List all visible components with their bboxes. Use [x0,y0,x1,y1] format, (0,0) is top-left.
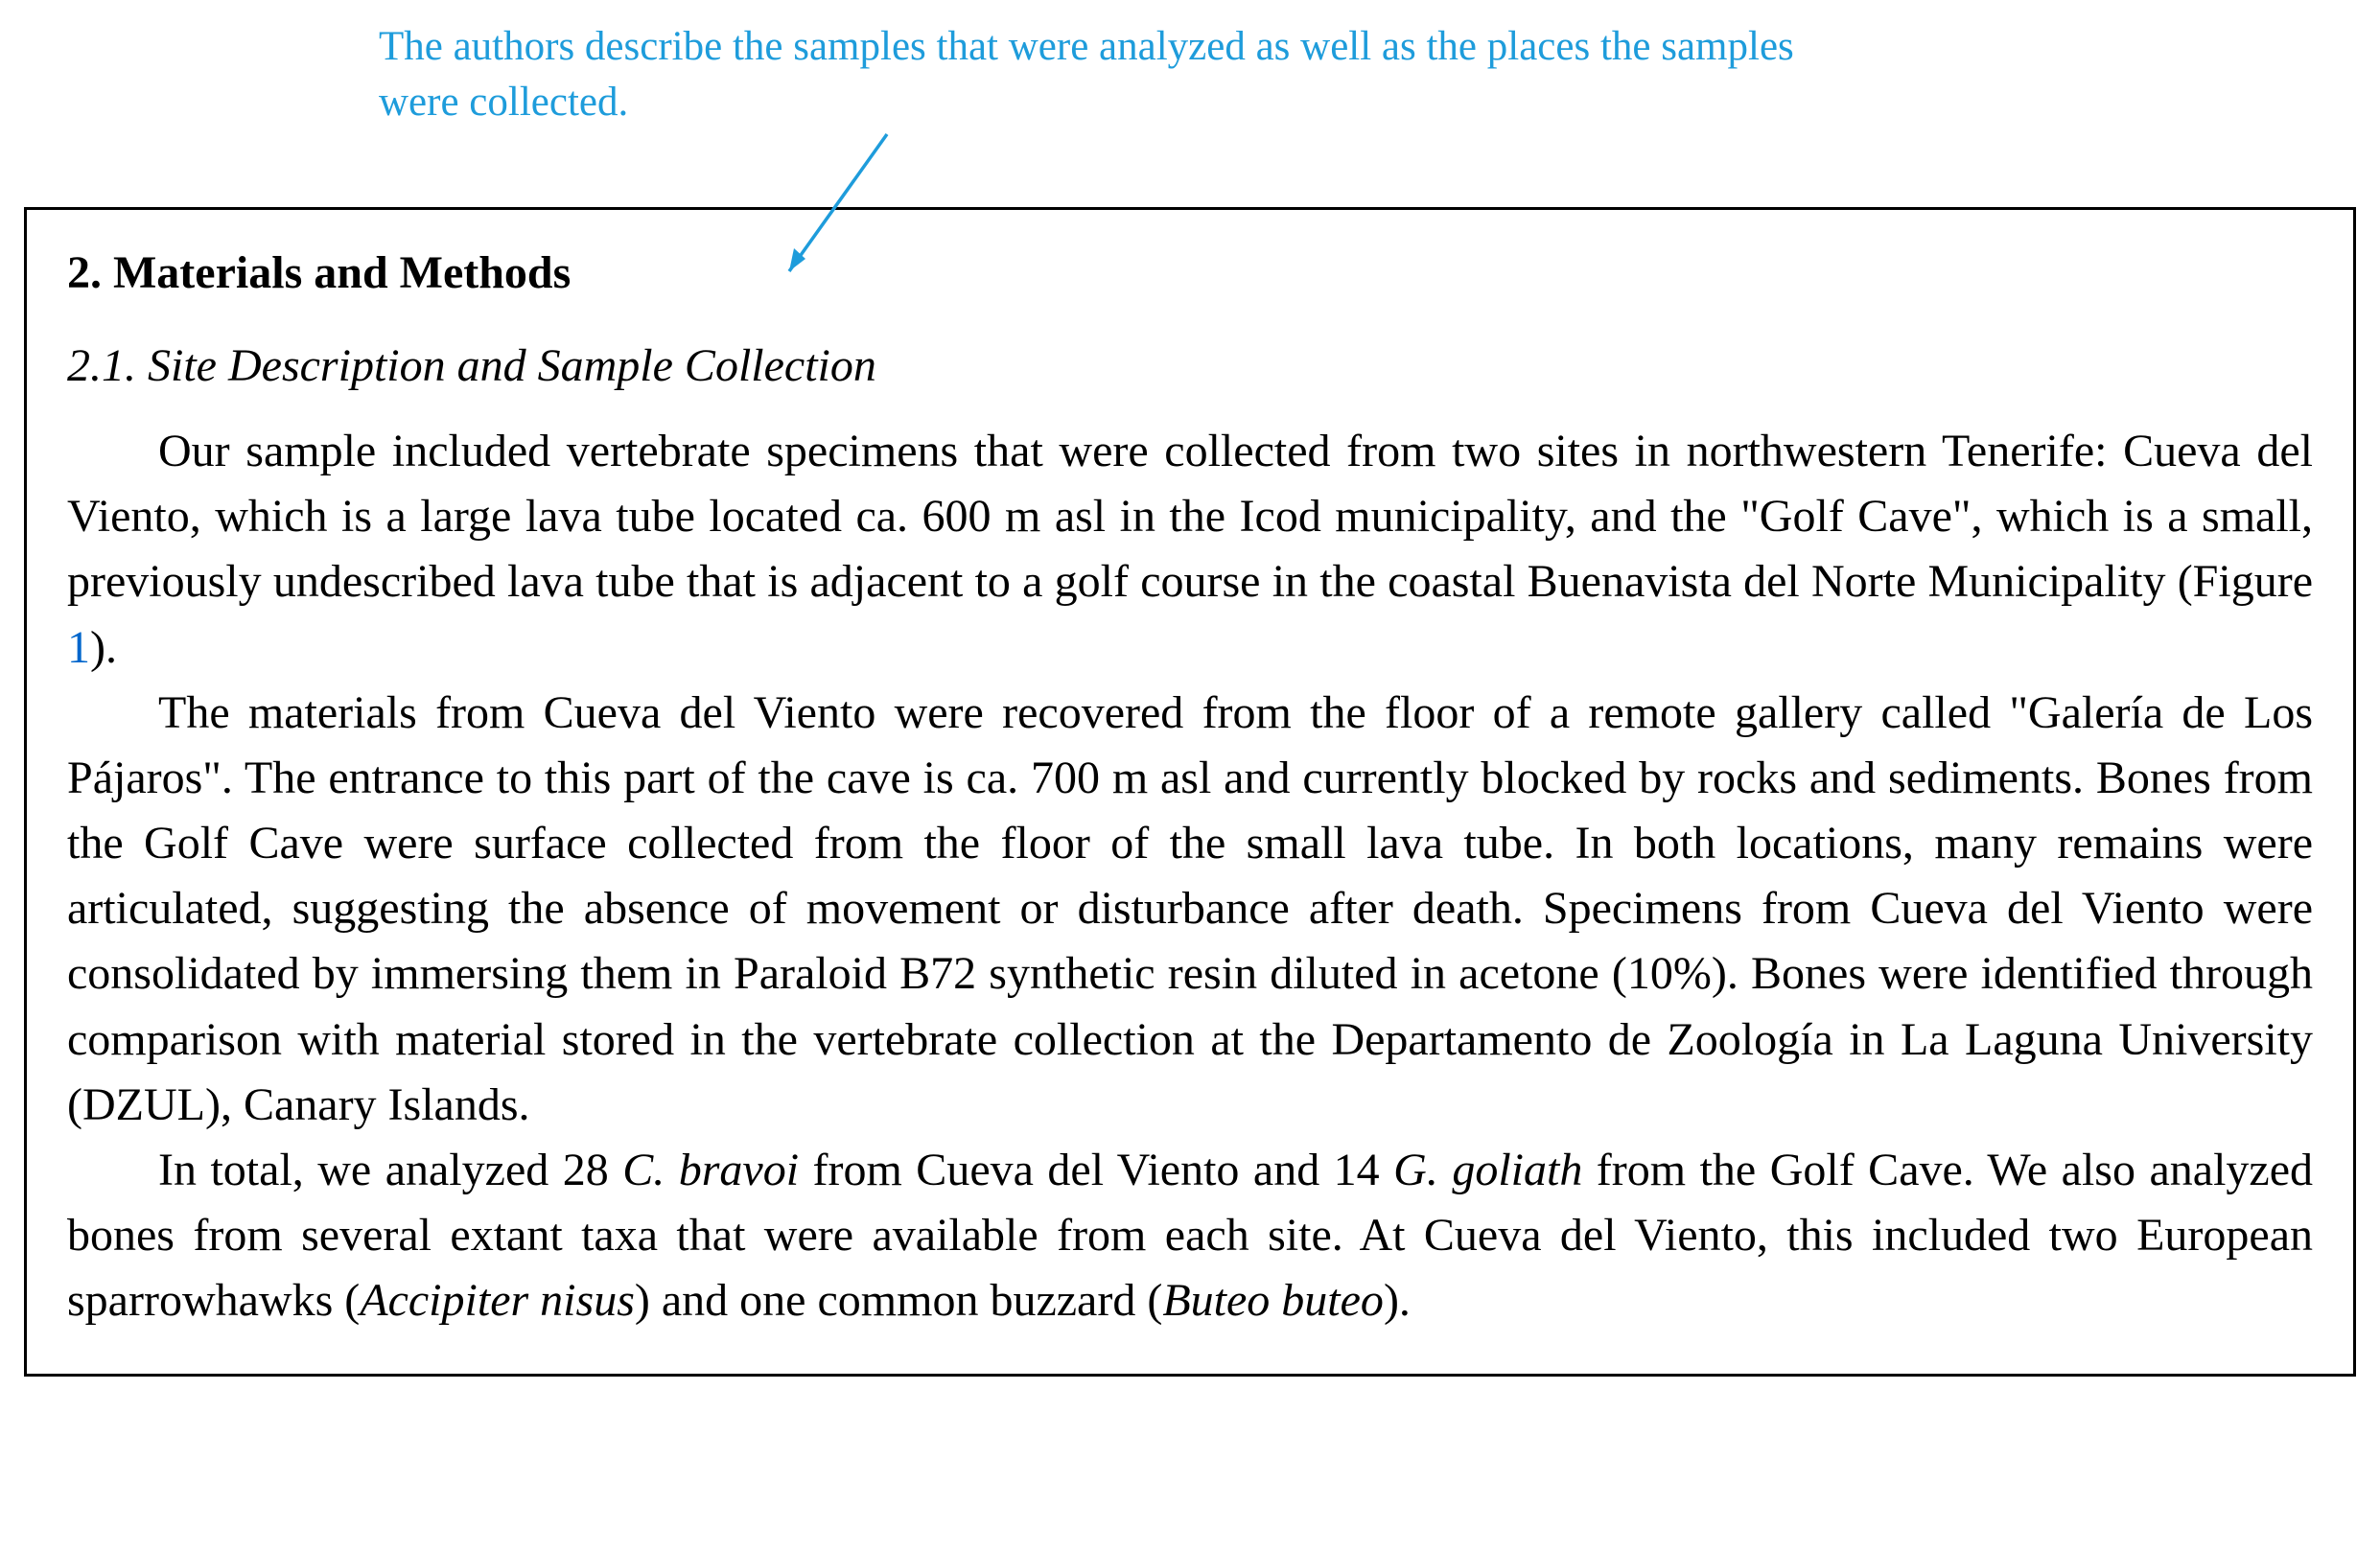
species-name-1: C. bravoi [622,1145,799,1195]
subsection-title: Site Description and Sample Collection [148,340,876,391]
annotation-container: The authors describe the samples that we… [24,19,2356,130]
figure-reference-link[interactable]: 1 [67,622,90,673]
species-name-3: Accipiter nisus [360,1275,635,1326]
section-title: Materials and Methods [113,247,571,298]
section-heading: 2. Materials and Methods [67,246,2313,299]
annotation-text: The authors describe the samples that we… [379,19,1817,130]
paragraph-3: In total, we analyzed 28 C. bravoi from … [67,1138,2313,1333]
section-number: 2. [67,247,102,298]
paragraph-2: The materials from Cueva del Viento were… [67,681,2313,1138]
subsection-number: 2.1. [67,340,136,391]
p3-text-part5: ). [1384,1275,1411,1326]
subsection-heading: 2.1. Site Description and Sample Collect… [67,339,2313,392]
p3-text-part2: from Cueva del Viento and 14 [799,1145,1393,1195]
document-excerpt-box: 2. Materials and Methods 2.1. Site Descr… [24,207,2356,1377]
species-name-2: G. goliath [1393,1145,1582,1195]
p1-text-part2: ). [90,622,117,673]
species-name-4: Buteo buteo [1162,1275,1384,1326]
p3-text-part1: In total, we analyzed 28 [158,1145,622,1195]
paragraph-1: Our sample included vertebrate specimens… [67,419,2313,681]
p1-text-part1: Our sample included vertebrate specimens… [67,426,2313,607]
p3-text-part4: ) and one common buzzard ( [635,1275,1162,1326]
